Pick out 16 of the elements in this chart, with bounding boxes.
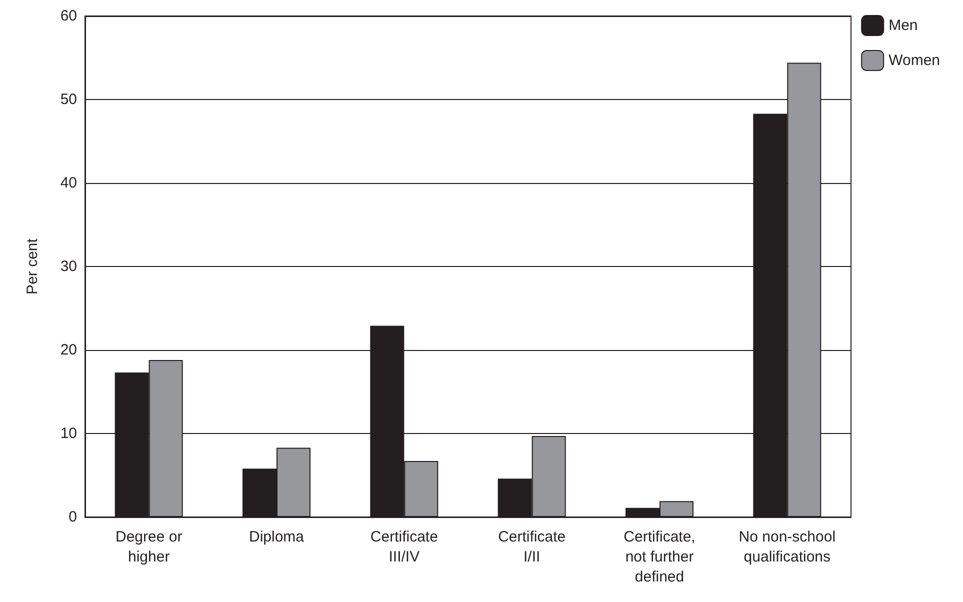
x-tick-label: Degree or higher — [115, 528, 182, 566]
x-tick-label: Diploma — [248, 528, 305, 546]
y-axis-title: Per cent — [24, 238, 41, 294]
legend-label: Men — [888, 17, 918, 34]
y-tick-label: 10 — [60, 425, 77, 442]
y-tick-label: 40 — [60, 174, 77, 192]
y-tick-label: 30 — [60, 258, 77, 275]
y-tick-label: 50 — [60, 91, 77, 108]
y-tick-label: 0 — [68, 508, 77, 526]
legend-label: Women — [888, 52, 940, 69]
x-tick-label: Certificate I/II — [498, 528, 566, 566]
y-tick-label: 20 — [60, 342, 77, 358]
y-tick-label: 60 — [60, 8, 77, 24]
x-tick-label: Certificate, not further defined — [624, 528, 696, 586]
x-tick-label: No non-school qualifications — [738, 528, 836, 566]
x-tick-label: Certificate III/IV — [370, 528, 438, 566]
